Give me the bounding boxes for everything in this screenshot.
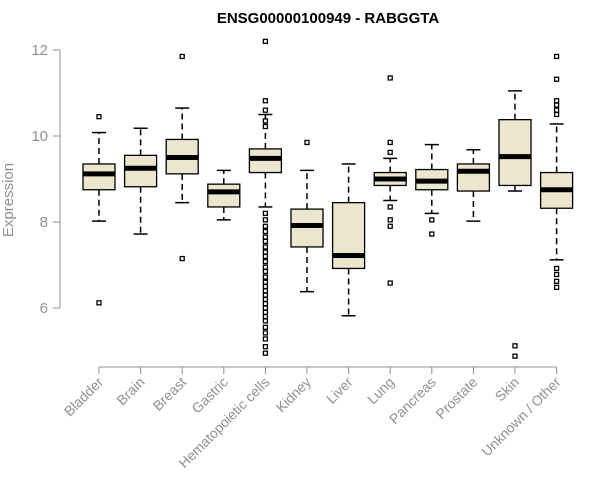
box-group [207,169,241,221]
x-tick-label: Lung [364,374,397,407]
box-group [290,139,324,293]
x-tick-label: Kidney [273,374,315,416]
outlier-point [553,278,560,284]
outlier-point [553,102,560,108]
box-group [123,127,158,235]
outlier-point [262,274,269,280]
outlier-point [553,76,560,82]
outlier-point [96,114,102,120]
box-iqr [456,163,491,192]
box-iqr [123,154,158,188]
outlier-point [387,149,393,155]
outlier-point [179,53,185,60]
outlier-point [387,223,393,229]
outlier-point [512,343,518,349]
outlier-point [262,258,269,265]
outlier-point [262,344,269,350]
outlier-point [262,123,269,130]
outlier-point [262,279,269,285]
outlier-point [262,107,269,113]
outlier-point [262,296,269,303]
x-tick-label: Unknown / Other [478,374,564,460]
x-tick-label: Bladder [61,374,107,420]
box-iqr [290,208,324,248]
box-group [456,149,491,222]
outlier-point [262,283,269,290]
outlier-point [262,268,269,275]
y-axis-label: Expression [0,163,17,237]
box-group [331,163,366,317]
outlier-point [262,330,269,336]
outlier-point [179,255,185,262]
outlier-point [262,210,269,217]
outlier-point [262,336,269,342]
outlier-point [553,284,560,291]
outlier-point [262,264,269,270]
x-tick-label: Liver [323,374,356,407]
outlier-point [262,313,269,320]
outlier-point [512,353,518,359]
outlier-point [553,111,560,118]
box-group [248,38,283,356]
y-tick-label: 10 [31,128,48,145]
box-series [82,38,574,359]
outlier-point [262,318,269,324]
outlier-point [429,217,435,223]
outlier-point [387,217,393,223]
box-group [415,143,449,237]
box-group [498,90,532,359]
outlier-point [262,38,269,45]
outlier-point [553,265,560,272]
box-iqr [207,183,241,208]
outlier-point [262,309,269,315]
outlier-point [262,249,269,255]
x-tick-label: Breast [149,374,189,414]
outlier-point [304,139,310,146]
outlier-point [262,253,269,260]
box-group [539,53,574,291]
box-iqr [498,119,532,187]
outlier-point [553,271,560,278]
outlier-point [262,217,269,223]
outlier-point [553,107,560,113]
outlier-point [262,292,269,298]
outlier-point [262,234,269,240]
outlier-point [262,350,269,356]
x-tick-label: Skin [492,374,523,405]
x-tick-label: Brain [113,374,147,408]
box-iqr [82,163,116,191]
outlier-point [262,98,269,104]
outlier-point [553,53,560,60]
outlier-point [262,238,269,245]
box-iqr [331,201,366,270]
outlier-point [262,324,269,331]
outlier-point [387,75,393,81]
y-tick-label: 8 [40,214,48,231]
outlier-point [262,228,269,235]
outlier-point [387,204,393,210]
outlier-point [262,244,269,250]
outlier-point [262,223,269,229]
outlier-point [387,139,393,146]
outlier-point [262,305,269,311]
outlier-point [387,280,393,286]
axes: 6 8 10 12 [31,42,558,374]
outlier-point [553,98,560,104]
outlier-point [262,288,269,294]
box-group [82,114,116,306]
outlier-point [96,300,102,306]
box-group [165,53,199,262]
outlier-point [429,231,435,237]
chart-title: ENSG00000100949 - RABGGTA [217,10,439,27]
y-tick-label: 6 [40,300,48,317]
box-group [373,75,407,286]
x-tick-label: Prostate [432,374,480,422]
y-tick-label: 12 [31,42,48,59]
outlier-point [262,301,269,307]
outlier-point [262,118,269,124]
